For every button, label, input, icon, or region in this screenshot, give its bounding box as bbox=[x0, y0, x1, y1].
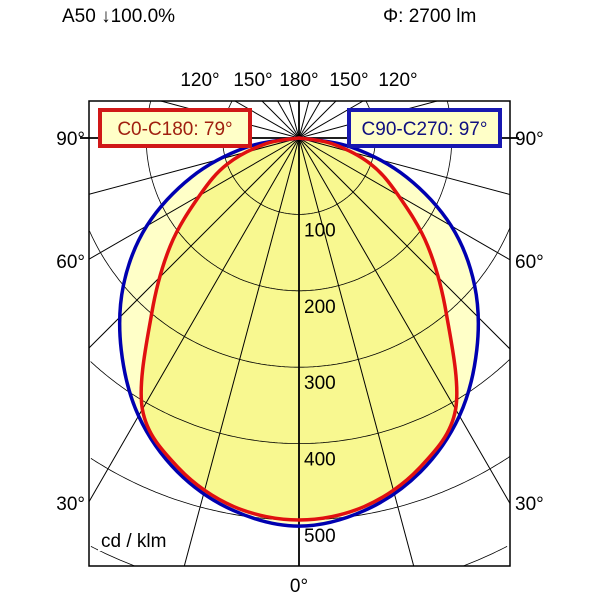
radial-line-300 bbox=[89, 137, 300, 260]
ring-500 bbox=[90, 456, 510, 521]
angle-label-top: 120° bbox=[180, 70, 219, 91]
angle-label-left: 30° bbox=[56, 494, 85, 515]
radial-tick-label: 300 bbox=[304, 373, 336, 394]
radial-line-225 bbox=[261, 101, 300, 139]
legend-c90-c270: C90-C270: 97° bbox=[347, 108, 502, 148]
radial-tick-label: 400 bbox=[304, 450, 336, 471]
unit-label: cd / klm bbox=[101, 531, 166, 552]
ring-300 bbox=[89, 227, 510, 368]
radial-line-285 bbox=[89, 137, 300, 195]
radial-line-75 bbox=[298, 137, 510, 195]
angle-label-top: 120° bbox=[378, 70, 417, 91]
legend-c0-c180: C0-C180: 79° bbox=[98, 108, 252, 148]
angle-label-top: 150° bbox=[329, 70, 368, 91]
radial-tick-label: 100 bbox=[304, 220, 336, 241]
radial-line-135 bbox=[298, 101, 337, 139]
radial-line-210 bbox=[277, 101, 300, 139]
angle-label-right: 90° bbox=[515, 129, 544, 150]
curve-c90-c270 bbox=[117, 136, 481, 528]
radial-line-330 bbox=[89, 137, 300, 502]
radial-line-45 bbox=[298, 137, 510, 350]
angle-label-bottom: 0° bbox=[290, 576, 308, 597]
angle-label-top: 150° bbox=[233, 70, 272, 91]
lamp-info: A50 ↓100.0% bbox=[62, 6, 176, 27]
radial-tick-label: 500 bbox=[304, 526, 336, 547]
angle-label-right: 60° bbox=[515, 252, 544, 273]
luminous-flux: Φ: 2700 lm bbox=[383, 6, 477, 27]
plot-border bbox=[88, 100, 511, 567]
angle-label-right: 30° bbox=[515, 494, 544, 515]
radial-line-150 bbox=[298, 101, 321, 139]
radial-line-315 bbox=[89, 137, 300, 349]
unit-label-bg bbox=[98, 527, 178, 551]
radial-line-60 bbox=[298, 137, 510, 261]
angle-label-left: 60° bbox=[56, 252, 85, 273]
legend-label-c0: C0-C180: 79° bbox=[117, 119, 232, 140]
radial-line-240 bbox=[234, 101, 300, 139]
radial-line-120 bbox=[298, 101, 364, 139]
legend-label-c90: C90-C270: 97° bbox=[362, 119, 488, 140]
curve-c0-c180 bbox=[139, 136, 459, 522]
radial-tick-label: 200 bbox=[304, 297, 336, 318]
angle-label-left: 90° bbox=[56, 129, 85, 150]
radial-line-165 bbox=[298, 101, 310, 139]
radial-line-195 bbox=[288, 101, 300, 139]
radial-line-30 bbox=[298, 137, 510, 504]
ring-400 bbox=[90, 359, 510, 444]
angle-label-top: 180° bbox=[279, 70, 318, 91]
